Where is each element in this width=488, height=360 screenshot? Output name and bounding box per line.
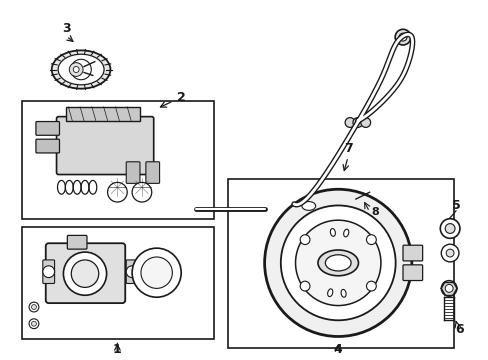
- Circle shape: [352, 118, 362, 127]
- Circle shape: [394, 29, 410, 45]
- Circle shape: [444, 224, 454, 233]
- Circle shape: [366, 235, 376, 244]
- Text: 4: 4: [333, 343, 342, 356]
- Circle shape: [107, 183, 127, 202]
- FancyBboxPatch shape: [43, 260, 55, 283]
- Text: 2: 2: [177, 91, 185, 104]
- Ellipse shape: [52, 50, 110, 89]
- Text: 6: 6: [455, 323, 463, 336]
- Text: 3: 3: [62, 22, 71, 35]
- Ellipse shape: [325, 255, 350, 271]
- Ellipse shape: [301, 202, 315, 210]
- Text: 7: 7: [343, 141, 352, 154]
- FancyBboxPatch shape: [46, 243, 125, 303]
- Circle shape: [132, 248, 181, 297]
- Bar: [22, 101, 213, 219]
- Circle shape: [69, 63, 83, 76]
- FancyBboxPatch shape: [36, 139, 60, 153]
- Circle shape: [71, 59, 91, 80]
- Circle shape: [132, 183, 151, 202]
- FancyBboxPatch shape: [126, 162, 140, 183]
- FancyBboxPatch shape: [316, 190, 342, 208]
- Circle shape: [29, 319, 39, 329]
- Circle shape: [366, 281, 376, 291]
- Circle shape: [63, 252, 106, 295]
- FancyBboxPatch shape: [126, 260, 138, 283]
- Circle shape: [300, 281, 309, 291]
- Circle shape: [43, 266, 55, 278]
- FancyBboxPatch shape: [36, 122, 60, 135]
- Circle shape: [264, 189, 411, 337]
- Circle shape: [71, 260, 99, 287]
- Ellipse shape: [317, 250, 358, 276]
- Circle shape: [444, 284, 452, 292]
- Circle shape: [440, 244, 458, 262]
- FancyBboxPatch shape: [67, 235, 87, 249]
- Circle shape: [295, 220, 380, 306]
- Circle shape: [73, 67, 79, 72]
- Circle shape: [300, 235, 309, 244]
- Circle shape: [360, 118, 370, 127]
- Circle shape: [29, 302, 39, 312]
- Circle shape: [126, 266, 138, 278]
- Circle shape: [445, 249, 453, 257]
- FancyBboxPatch shape: [328, 184, 347, 224]
- Ellipse shape: [341, 289, 346, 297]
- Circle shape: [398, 33, 406, 41]
- Bar: [228, 179, 453, 348]
- Ellipse shape: [58, 54, 104, 85]
- Text: 5: 5: [451, 199, 459, 212]
- Circle shape: [440, 280, 456, 296]
- Bar: [22, 226, 213, 339]
- Circle shape: [31, 321, 36, 326]
- FancyBboxPatch shape: [57, 117, 153, 175]
- FancyBboxPatch shape: [318, 196, 357, 214]
- Circle shape: [355, 192, 363, 200]
- FancyBboxPatch shape: [145, 162, 159, 183]
- FancyBboxPatch shape: [402, 265, 422, 280]
- Ellipse shape: [327, 289, 332, 297]
- Ellipse shape: [343, 229, 348, 237]
- Circle shape: [439, 219, 459, 238]
- FancyBboxPatch shape: [402, 245, 422, 261]
- Circle shape: [280, 206, 395, 320]
- Circle shape: [345, 118, 354, 127]
- Circle shape: [141, 257, 172, 288]
- Circle shape: [31, 305, 36, 310]
- Text: 1: 1: [113, 343, 122, 356]
- Bar: [66, 107, 140, 121]
- Ellipse shape: [330, 229, 335, 236]
- Text: 8: 8: [371, 207, 379, 217]
